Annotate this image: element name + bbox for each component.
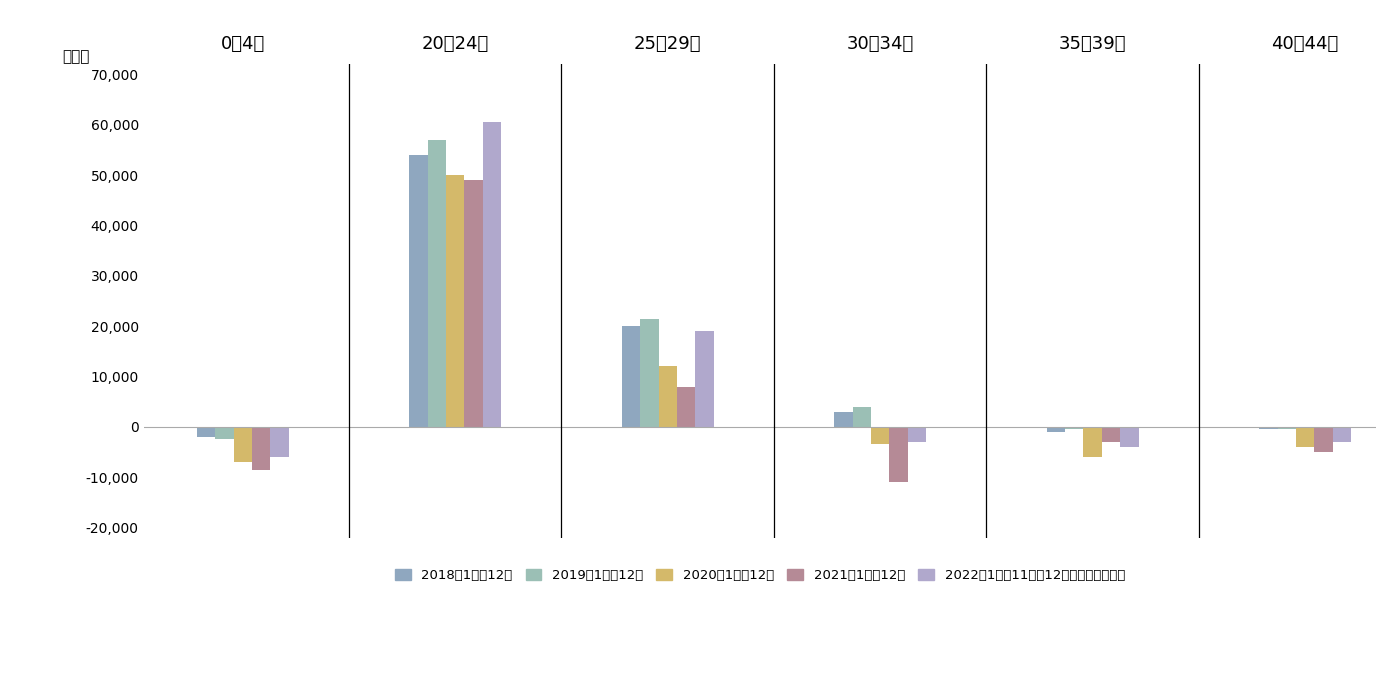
Bar: [1314, 427, 1333, 452]
Bar: [1277, 427, 1296, 429]
Bar: [1102, 427, 1120, 442]
Bar: [1066, 427, 1084, 429]
Bar: [1296, 427, 1314, 447]
Bar: [483, 122, 501, 427]
Legend: 2018年1月～12月, 2019年1月～12月, 2020年1月～12月, 2021年1月～12月, 2022年1月～11月（12か月換算推定値）: 2018年1月～12月, 2019年1月～12月, 2020年1月～12月, 2…: [389, 564, 1131, 587]
Bar: [677, 387, 696, 427]
Bar: [270, 427, 289, 457]
Bar: [447, 175, 465, 427]
Bar: [908, 427, 926, 442]
Bar: [640, 318, 658, 427]
Bar: [234, 427, 252, 462]
Bar: [465, 180, 483, 427]
Bar: [252, 427, 270, 470]
Bar: [409, 155, 427, 427]
Bar: [658, 366, 677, 427]
Bar: [871, 427, 889, 444]
Bar: [889, 427, 908, 482]
Bar: [1259, 427, 1277, 429]
Bar: [216, 427, 234, 439]
Bar: [1120, 427, 1139, 447]
Bar: [1333, 427, 1351, 442]
Bar: [196, 427, 216, 437]
Text: （人）: （人）: [63, 49, 89, 64]
Bar: [1084, 427, 1102, 457]
Bar: [1046, 427, 1066, 432]
Bar: [696, 331, 714, 427]
Bar: [427, 140, 447, 427]
Bar: [853, 407, 871, 427]
Bar: [622, 326, 640, 427]
Bar: [835, 412, 853, 427]
